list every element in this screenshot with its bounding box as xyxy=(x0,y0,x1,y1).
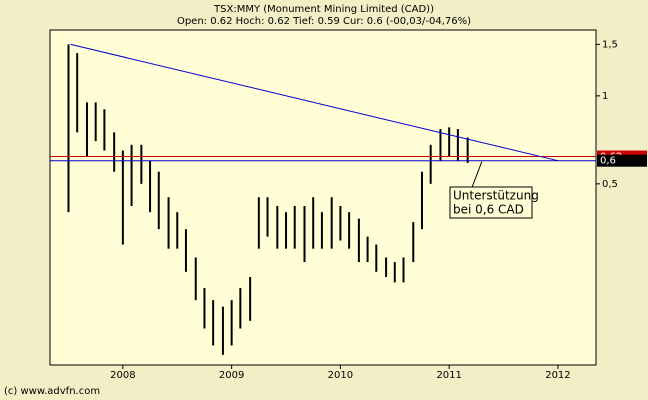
price-label: 0,6 xyxy=(600,156,616,167)
trend-line xyxy=(70,43,559,162)
x-tick-label: 2011 xyxy=(436,370,461,381)
chart-title: TSX:MMY (Monument Mining Limited (CAD)) xyxy=(213,4,434,15)
chart-subtitle: Open: 0.62 Hoch: 0.62 Tief: 0.59 Cur: 0.… xyxy=(177,16,471,27)
price-label-box xyxy=(597,154,647,167)
x-tick-label: 2010 xyxy=(328,370,353,381)
x-tick-label: 2008 xyxy=(110,370,135,381)
y-tick-label: 0,5 xyxy=(602,179,618,190)
footer: (c) www.advfn.com xyxy=(4,386,100,397)
y-tick-label: 1 xyxy=(602,91,608,102)
x-tick-label: 2012 xyxy=(545,370,570,381)
annotation-box xyxy=(449,186,533,219)
y-tick-label: 1,5 xyxy=(602,39,618,50)
annotation-text: bei 0,6 CAD xyxy=(453,203,524,217)
x-tick-label: 2009 xyxy=(219,370,244,381)
annotation-text: Unterstützung xyxy=(453,189,539,203)
annotation-arrow xyxy=(471,161,483,189)
